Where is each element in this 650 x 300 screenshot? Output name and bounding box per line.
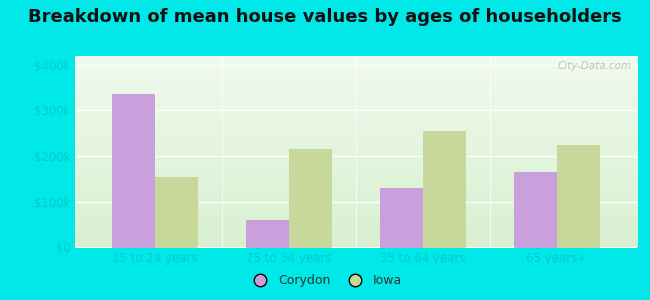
Legend: Corydon, Iowa: Corydon, Iowa	[243, 269, 407, 292]
Bar	[422, 131, 465, 248]
Text: City-Data.com: City-Data.com	[557, 61, 631, 71]
Text: Breakdown of mean house values by ages of householders: Breakdown of mean house values by ages o…	[28, 8, 622, 26]
Bar	[556, 145, 599, 248]
Bar	[155, 177, 198, 248]
Bar	[246, 220, 289, 247]
Bar	[380, 188, 423, 247]
Bar	[514, 172, 556, 248]
Bar	[289, 149, 332, 248]
Bar	[112, 94, 155, 248]
